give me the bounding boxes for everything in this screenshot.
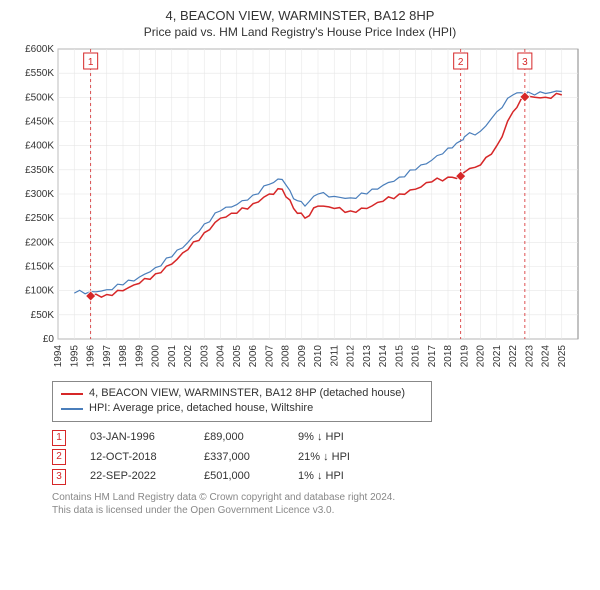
svg-text:2004: 2004	[216, 345, 227, 368]
svg-text:2005: 2005	[232, 345, 243, 368]
table-row: 3 22-SEP-2022 £501,000 1% ↓ HPI	[52, 467, 584, 487]
svg-text:3: 3	[522, 57, 528, 68]
legend-item: 4, BEACON VIEW, WARMINSTER, BA12 8HP (de…	[61, 386, 423, 401]
svg-text:1996: 1996	[86, 345, 97, 368]
svg-text:2010: 2010	[313, 345, 324, 368]
svg-text:2006: 2006	[248, 345, 259, 368]
svg-text:2017: 2017	[427, 345, 438, 368]
transaction-diff: 1% ↓ HPI	[298, 467, 388, 487]
marker-badge: 2	[52, 449, 66, 465]
svg-text:£550K: £550K	[25, 68, 54, 79]
legend: 4, BEACON VIEW, WARMINSTER, BA12 8HP (de…	[52, 381, 432, 422]
svg-text:2018: 2018	[443, 345, 454, 368]
svg-text:1999: 1999	[134, 345, 145, 368]
svg-text:£150K: £150K	[25, 262, 54, 273]
chart-title: 4, BEACON VIEW, WARMINSTER, BA12 8HP	[12, 8, 588, 23]
footer-line: Contains HM Land Registry data © Crown c…	[52, 491, 584, 504]
transaction-diff: 21% ↓ HPI	[298, 448, 388, 468]
svg-text:£200K: £200K	[25, 237, 54, 248]
svg-text:2021: 2021	[492, 345, 503, 368]
svg-text:£400K: £400K	[25, 141, 54, 152]
transactions-table: 1 03-JAN-1996 £89,000 9% ↓ HPI 2 12-OCT-…	[52, 428, 584, 487]
svg-text:£50K: £50K	[31, 310, 55, 321]
svg-text:2013: 2013	[362, 345, 373, 368]
svg-text:1995: 1995	[69, 345, 80, 368]
transaction-diff: 9% ↓ HPI	[298, 428, 388, 448]
legend-item: HPI: Average price, detached house, Wilt…	[61, 401, 423, 416]
marker-badge: 3	[52, 469, 66, 485]
table-row: 2 12-OCT-2018 £337,000 21% ↓ HPI	[52, 448, 584, 468]
svg-text:1: 1	[88, 57, 94, 68]
svg-text:2014: 2014	[378, 345, 389, 368]
legend-label: HPI: Average price, detached house, Wilt…	[89, 401, 313, 416]
svg-text:2009: 2009	[297, 345, 308, 368]
svg-text:2002: 2002	[183, 345, 194, 368]
svg-text:2000: 2000	[151, 345, 162, 368]
legend-label: 4, BEACON VIEW, WARMINSTER, BA12 8HP (de…	[89, 386, 405, 401]
svg-text:£100K: £100K	[25, 286, 54, 297]
chart-area: £0 £50K £100K £150K £200K £250K £300K £350K £400…	[12, 45, 588, 375]
svg-text:2016: 2016	[411, 345, 422, 368]
marker-badge: 1	[52, 430, 66, 446]
transaction-price: £501,000	[204, 467, 274, 487]
svg-text:2011: 2011	[329, 345, 340, 367]
svg-text:2007: 2007	[264, 345, 275, 368]
svg-text:2020: 2020	[476, 345, 487, 368]
transaction-date: 22-SEP-2022	[90, 467, 180, 487]
svg-text:2025: 2025	[557, 345, 568, 368]
svg-text:£300K: £300K	[25, 189, 54, 200]
svg-text:2019: 2019	[459, 345, 470, 368]
svg-text:£600K: £600K	[25, 45, 54, 55]
svg-text:2008: 2008	[281, 345, 292, 368]
table-row: 1 03-JAN-1996 £89,000 9% ↓ HPI	[52, 428, 584, 448]
line-chart: £0 £50K £100K £150K £200K £250K £300K £350K £400…	[12, 45, 588, 375]
legend-swatch-icon	[61, 393, 83, 395]
svg-text:2015: 2015	[394, 345, 405, 368]
footer-attribution: Contains HM Land Registry data © Crown c…	[52, 491, 584, 517]
svg-text:2023: 2023	[524, 345, 535, 368]
transaction-price: £89,000	[204, 428, 274, 448]
svg-text:£0: £0	[43, 334, 55, 345]
svg-text:£250K: £250K	[25, 213, 54, 224]
svg-text:1997: 1997	[102, 345, 113, 368]
footer-line: This data is licensed under the Open Gov…	[52, 504, 584, 517]
svg-text:£350K: £350K	[25, 165, 54, 176]
svg-text:1994: 1994	[53, 345, 64, 368]
svg-text:2003: 2003	[199, 345, 210, 368]
svg-text:2012: 2012	[346, 345, 357, 368]
transaction-price: £337,000	[204, 448, 274, 468]
transaction-date: 12-OCT-2018	[90, 448, 180, 468]
chart-subtitle: Price paid vs. HM Land Registry's House …	[12, 25, 588, 39]
svg-text:2001: 2001	[167, 345, 178, 368]
legend-swatch-icon	[61, 408, 83, 410]
svg-text:£500K: £500K	[25, 92, 54, 103]
transaction-date: 03-JAN-1996	[90, 428, 180, 448]
svg-text:2024: 2024	[541, 345, 552, 368]
svg-text:£450K: £450K	[25, 117, 54, 128]
svg-text:2022: 2022	[508, 345, 519, 368]
svg-text:2: 2	[458, 57, 464, 68]
svg-text:1998: 1998	[118, 345, 129, 368]
